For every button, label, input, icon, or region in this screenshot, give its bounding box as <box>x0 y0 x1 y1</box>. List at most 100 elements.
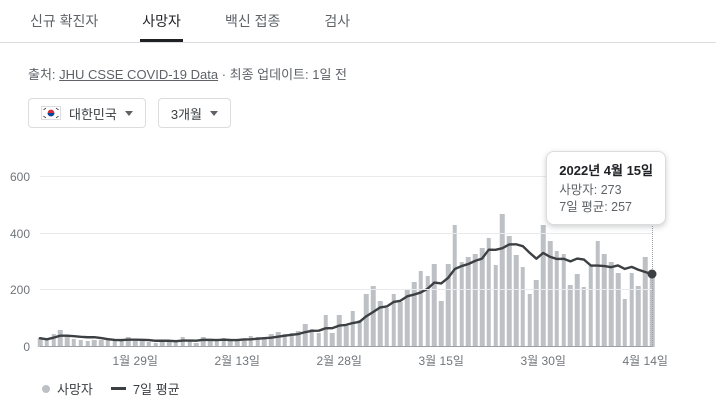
bar[interactable] <box>343 325 349 347</box>
bar[interactable] <box>357 319 362 347</box>
bar[interactable] <box>234 341 240 347</box>
bar[interactable] <box>173 340 179 347</box>
bar[interactable] <box>554 250 560 347</box>
tab-bar: 신규 확진자 사망자 백신 접종 검사 <box>0 0 716 43</box>
bar[interactable] <box>574 274 580 347</box>
bar[interactable] <box>160 340 165 347</box>
bar[interactable] <box>398 302 403 347</box>
plot-area[interactable] <box>37 176 652 347</box>
bar[interactable] <box>370 285 376 347</box>
bar[interactable] <box>425 275 430 347</box>
tab-new-cases[interactable]: 신규 확진자 <box>30 12 99 29</box>
bar[interactable] <box>282 334 288 347</box>
bar[interactable] <box>153 342 158 347</box>
bar[interactable] <box>85 341 90 347</box>
bar[interactable] <box>581 287 587 347</box>
bar[interactable] <box>445 263 451 347</box>
bar[interactable] <box>615 273 621 347</box>
bar[interactable] <box>642 256 648 347</box>
bar[interactable] <box>37 338 43 347</box>
bar[interactable] <box>180 336 186 347</box>
bar[interactable] <box>608 262 614 347</box>
bar[interactable] <box>241 339 247 347</box>
bar[interactable] <box>105 337 111 347</box>
bar[interactable] <box>602 254 607 347</box>
bar[interactable] <box>479 248 485 347</box>
bar[interactable] <box>506 235 512 347</box>
bar[interactable] <box>588 265 594 347</box>
bar[interactable] <box>568 285 573 347</box>
bar[interactable] <box>214 341 220 347</box>
tooltip-deaths: 사망자: 273 <box>559 183 622 197</box>
bar[interactable] <box>493 264 498 347</box>
region-dropdown[interactable]: 대한민국 <box>28 98 146 128</box>
bar[interactable] <box>452 225 458 347</box>
bar[interactable] <box>438 300 444 347</box>
bar[interactable] <box>411 282 417 347</box>
bar[interactable] <box>255 336 260 347</box>
bar[interactable] <box>146 342 152 347</box>
bar[interactable] <box>248 335 254 347</box>
bar[interactable] <box>112 340 118 347</box>
bar[interactable] <box>139 340 145 347</box>
bar[interactable] <box>459 261 464 347</box>
bar[interactable] <box>418 270 424 347</box>
bar[interactable] <box>595 241 600 347</box>
bar[interactable] <box>228 339 233 347</box>
bar[interactable] <box>316 333 322 347</box>
bar[interactable] <box>58 329 63 347</box>
bar[interactable] <box>187 340 192 347</box>
bar[interactable] <box>71 339 77 347</box>
bar[interactable] <box>561 254 566 347</box>
bar[interactable] <box>51 334 56 347</box>
bar[interactable] <box>547 240 553 347</box>
tab-vaccinations[interactable]: 백신 접종 <box>224 12 281 29</box>
bar[interactable] <box>268 334 274 347</box>
bar[interactable] <box>540 224 546 347</box>
bar[interactable] <box>336 314 342 347</box>
bar[interactable] <box>520 267 526 347</box>
bar[interactable] <box>432 263 437 347</box>
bar[interactable] <box>323 315 328 347</box>
bar[interactable] <box>404 288 410 347</box>
bar[interactable] <box>302 323 308 347</box>
bar[interactable] <box>500 214 505 347</box>
bar[interactable] <box>78 340 84 347</box>
bar[interactable] <box>132 341 138 347</box>
bar[interactable] <box>275 331 281 347</box>
bar[interactable] <box>384 307 390 347</box>
bar[interactable] <box>466 256 471 347</box>
bar[interactable] <box>200 336 206 347</box>
bar[interactable] <box>166 340 172 347</box>
bar[interactable] <box>126 337 131 347</box>
tab-deaths[interactable]: 사망자 <box>140 0 183 42</box>
bar[interactable] <box>534 279 539 347</box>
bar[interactable] <box>513 255 519 347</box>
bar[interactable] <box>636 285 641 347</box>
bar[interactable] <box>377 301 383 347</box>
bar[interactable] <box>44 340 50 347</box>
bar[interactable] <box>289 332 294 347</box>
bar[interactable] <box>486 238 492 347</box>
tab-tests[interactable]: 검사 <box>324 12 351 29</box>
bar[interactable] <box>221 337 226 347</box>
bar[interactable] <box>472 253 478 347</box>
bar[interactable] <box>194 343 199 347</box>
bar[interactable] <box>622 298 628 347</box>
source-link[interactable]: JHU CSSE COVID-19 Data <box>59 67 219 82</box>
bar[interactable] <box>350 310 356 347</box>
bar[interactable] <box>629 273 634 347</box>
bar[interactable] <box>262 337 267 347</box>
bar[interactable] <box>364 294 369 347</box>
bar[interactable] <box>207 341 213 347</box>
bar[interactable] <box>527 294 532 347</box>
bar[interactable] <box>391 294 396 347</box>
bar[interactable] <box>309 328 315 347</box>
bar[interactable] <box>98 340 104 347</box>
bar[interactable] <box>92 339 97 347</box>
period-dropdown[interactable]: 3개월 <box>157 98 231 128</box>
bar[interactable] <box>64 335 70 347</box>
bar[interactable] <box>296 330 301 347</box>
bar[interactable] <box>330 333 335 347</box>
bar[interactable] <box>119 340 124 347</box>
